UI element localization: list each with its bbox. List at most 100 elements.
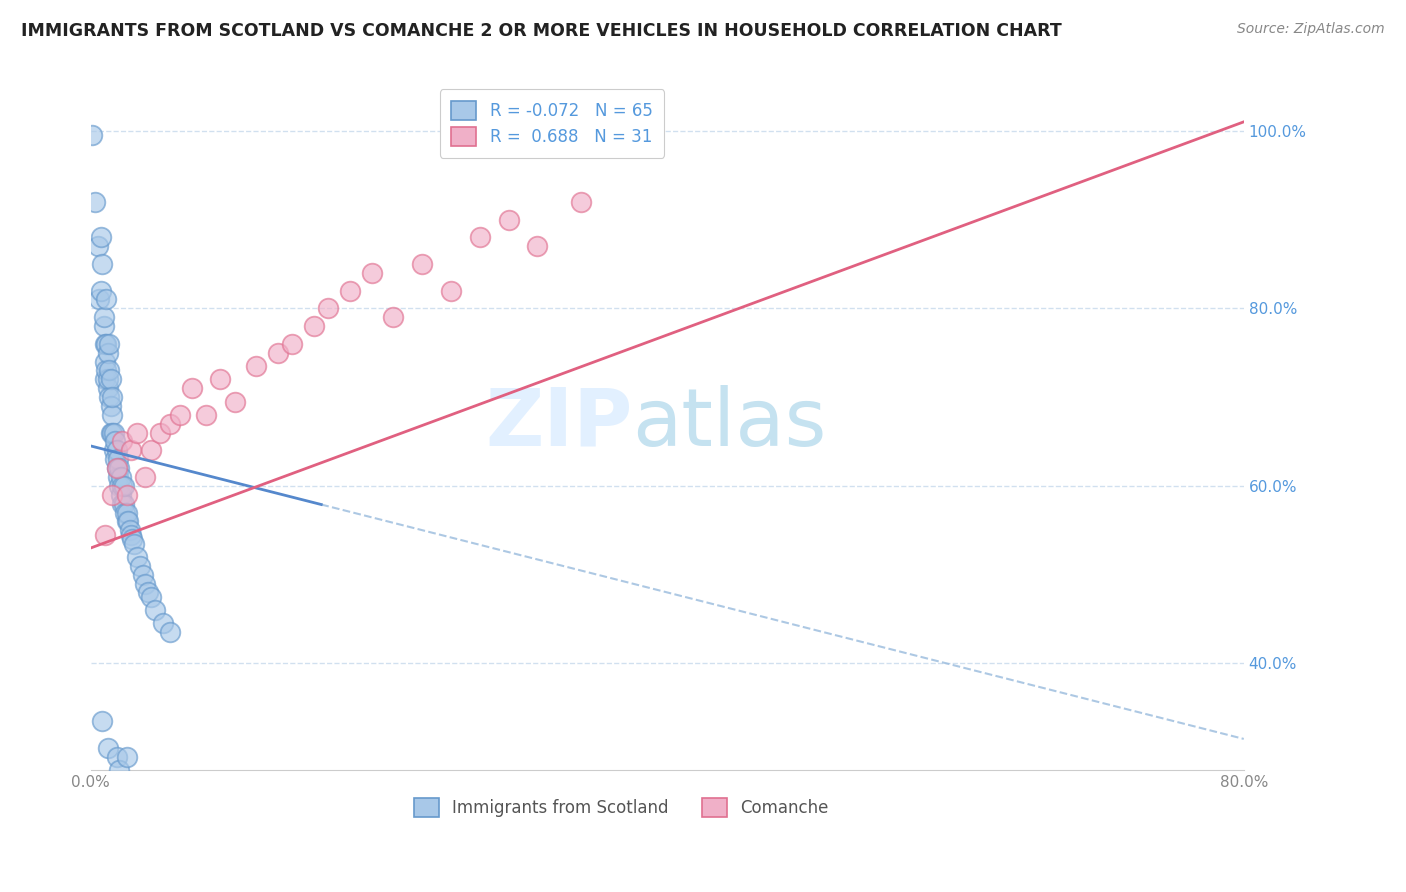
Point	[107, 452, 129, 467]
Point	[134, 576, 156, 591]
Point	[91, 714, 114, 728]
Point	[121, 532, 143, 546]
Point	[136, 585, 159, 599]
Point	[90, 230, 112, 244]
Point	[98, 363, 121, 377]
Point	[159, 417, 181, 431]
Point	[104, 434, 127, 449]
Point	[526, 239, 548, 253]
Point	[115, 515, 138, 529]
Text: IMMIGRANTS FROM SCOTLAND VS COMANCHE 2 OR MORE VEHICLES IN HOUSEHOLD CORRELATION: IMMIGRANTS FROM SCOTLAND VS COMANCHE 2 O…	[21, 22, 1062, 40]
Point	[281, 336, 304, 351]
Point	[141, 590, 163, 604]
Point	[120, 443, 142, 458]
Point	[103, 425, 125, 440]
Point	[103, 443, 125, 458]
Point	[125, 549, 148, 564]
Point	[115, 749, 138, 764]
Point	[93, 310, 115, 325]
Point	[245, 359, 267, 373]
Point	[115, 488, 138, 502]
Point	[122, 536, 145, 550]
Point	[94, 336, 117, 351]
Point	[382, 310, 405, 325]
Point	[152, 616, 174, 631]
Point	[97, 381, 120, 395]
Point	[169, 408, 191, 422]
Point	[100, 399, 122, 413]
Point	[97, 372, 120, 386]
Point	[96, 363, 118, 377]
Point	[94, 354, 117, 368]
Point	[224, 394, 246, 409]
Point	[97, 345, 120, 359]
Point	[112, 497, 135, 511]
Point	[134, 470, 156, 484]
Point	[96, 293, 118, 307]
Point	[128, 558, 150, 573]
Point	[87, 239, 110, 253]
Point	[94, 372, 117, 386]
Point	[498, 212, 520, 227]
Point	[149, 425, 172, 440]
Point	[302, 319, 325, 334]
Point	[90, 284, 112, 298]
Point	[94, 527, 117, 541]
Point	[84, 194, 107, 209]
Point	[339, 284, 361, 298]
Point	[318, 301, 340, 316]
Point	[93, 319, 115, 334]
Text: ZIP: ZIP	[485, 384, 633, 463]
Point	[411, 257, 433, 271]
Point	[91, 257, 114, 271]
Point	[101, 390, 124, 404]
Point	[108, 763, 131, 777]
Point	[111, 497, 134, 511]
Point	[105, 749, 128, 764]
Point	[115, 506, 138, 520]
Point	[360, 266, 382, 280]
Point	[194, 408, 217, 422]
Point	[89, 293, 111, 307]
Point	[131, 567, 153, 582]
Point	[141, 443, 163, 458]
Point	[105, 461, 128, 475]
Point	[97, 740, 120, 755]
Point	[107, 470, 129, 484]
Point	[118, 523, 141, 537]
Point	[98, 336, 121, 351]
Point	[112, 479, 135, 493]
Point	[108, 461, 131, 475]
Point	[117, 515, 139, 529]
Point	[104, 452, 127, 467]
Point	[180, 381, 202, 395]
Point	[80, 128, 103, 143]
Point	[111, 479, 134, 493]
Point	[159, 625, 181, 640]
Point	[209, 372, 232, 386]
Point	[101, 488, 124, 502]
Legend: Immigrants from Scotland, Comanche: Immigrants from Scotland, Comanche	[406, 791, 835, 824]
Point	[145, 603, 167, 617]
Text: atlas: atlas	[633, 384, 827, 463]
Point	[627, 132, 650, 146]
Point	[101, 425, 124, 440]
Point	[105, 443, 128, 458]
Point	[98, 390, 121, 404]
Point	[100, 372, 122, 386]
Point	[125, 425, 148, 440]
Point	[96, 336, 118, 351]
Point	[110, 488, 132, 502]
Point	[468, 230, 491, 244]
Point	[120, 527, 142, 541]
Point	[111, 434, 134, 449]
Text: Source: ZipAtlas.com: Source: ZipAtlas.com	[1237, 22, 1385, 37]
Point	[114, 506, 136, 520]
Point	[110, 470, 132, 484]
Point	[100, 425, 122, 440]
Point	[101, 408, 124, 422]
Point	[569, 194, 592, 209]
Point	[105, 461, 128, 475]
Point	[267, 345, 290, 359]
Point	[108, 479, 131, 493]
